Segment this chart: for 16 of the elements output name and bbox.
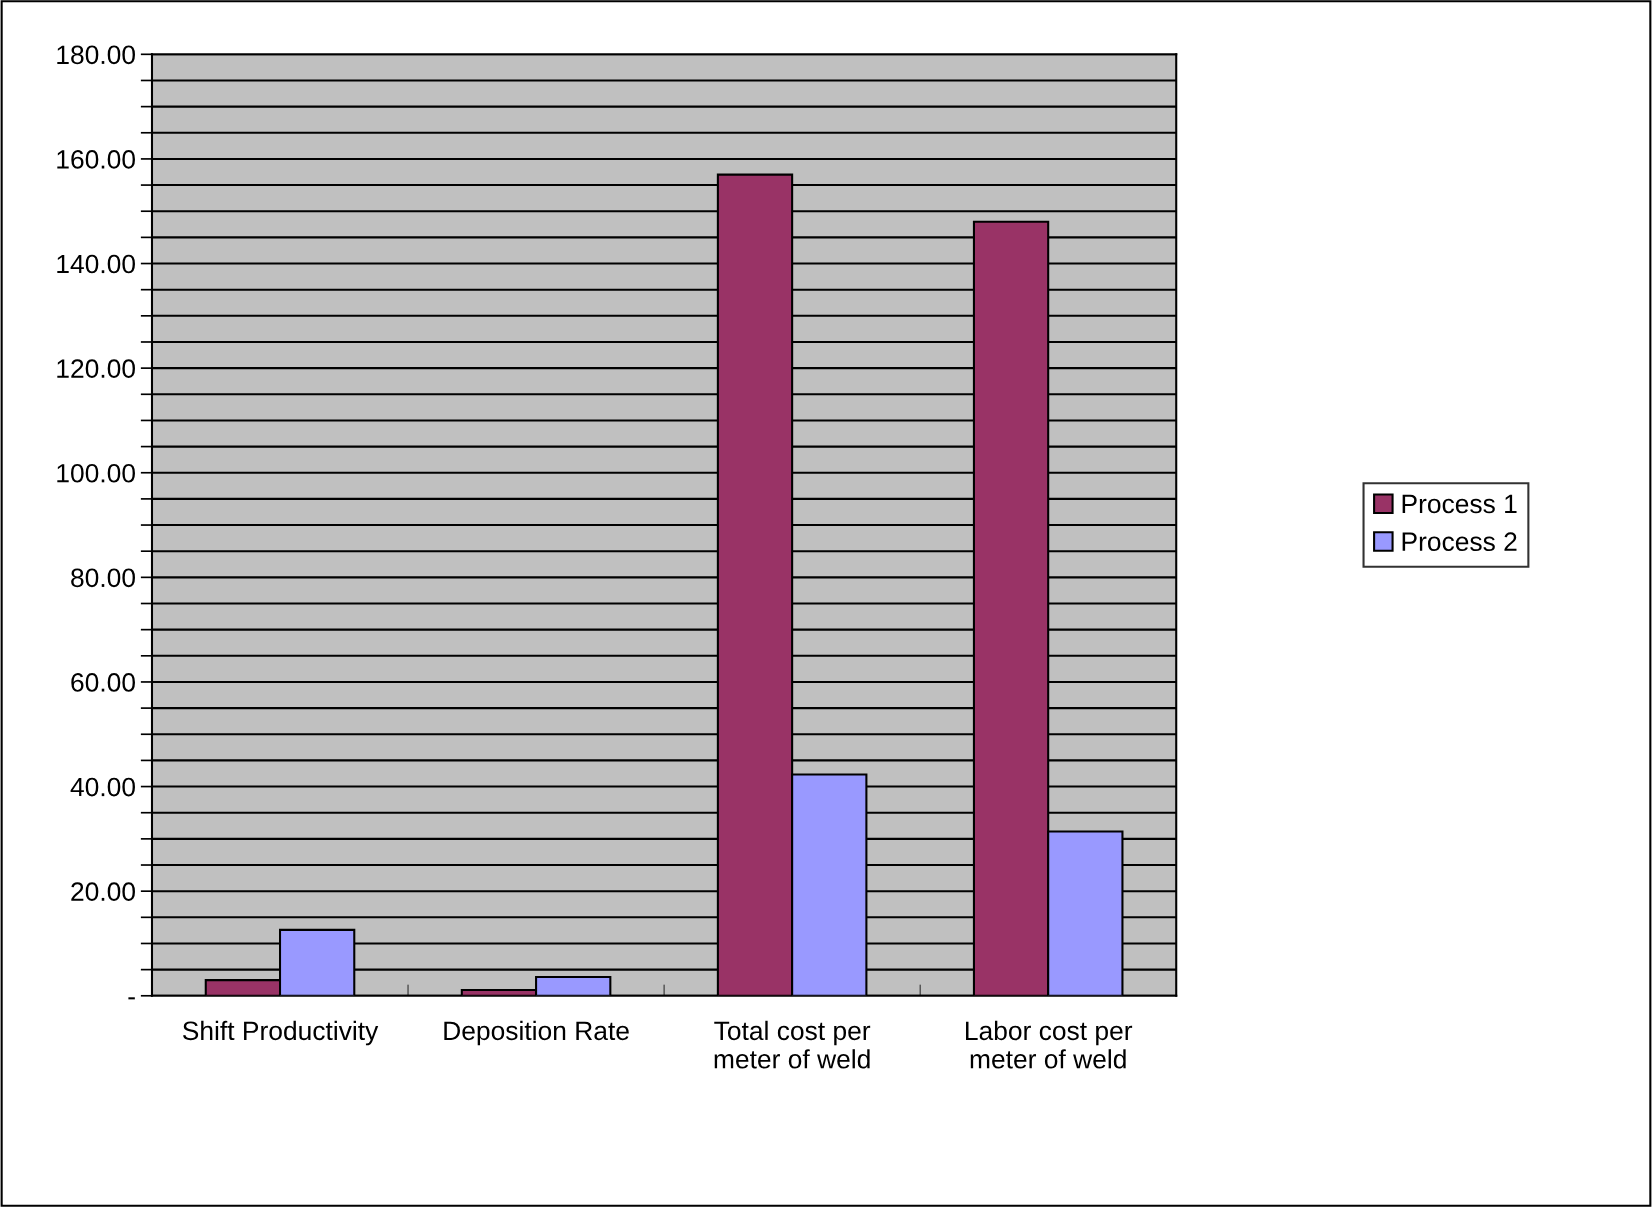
y-tick-label: 60.00 [71, 673, 135, 692]
y-tick-label: - [128, 997, 135, 1000]
y-tick-label: 120.00 [57, 359, 135, 378]
y-tick-label: 180.00 [57, 45, 135, 65]
y-tick-label: 20.00 [71, 882, 135, 901]
y-tick-label: 140.00 [57, 254, 135, 274]
y-tick-label: 40.00 [70, 777, 135, 797]
x-tick-label: Total cost per meter of weld [714, 1020, 871, 1069]
y-tick-label: 100.00 [57, 463, 135, 483]
x-tick-label: Shift Productivity [182, 1020, 379, 1046]
y-tick-label: 160.00 [57, 150, 135, 169]
x-tick-label: Deposition Rate [444, 1020, 629, 1046]
legend-label: Process 1 [1402, 494, 1517, 514]
y-tick-label: 80.00 [71, 568, 135, 588]
legend-label: Process 2 [1402, 532, 1517, 552]
x-tick-label: Labor cost per meter of weld [966, 1020, 1133, 1069]
